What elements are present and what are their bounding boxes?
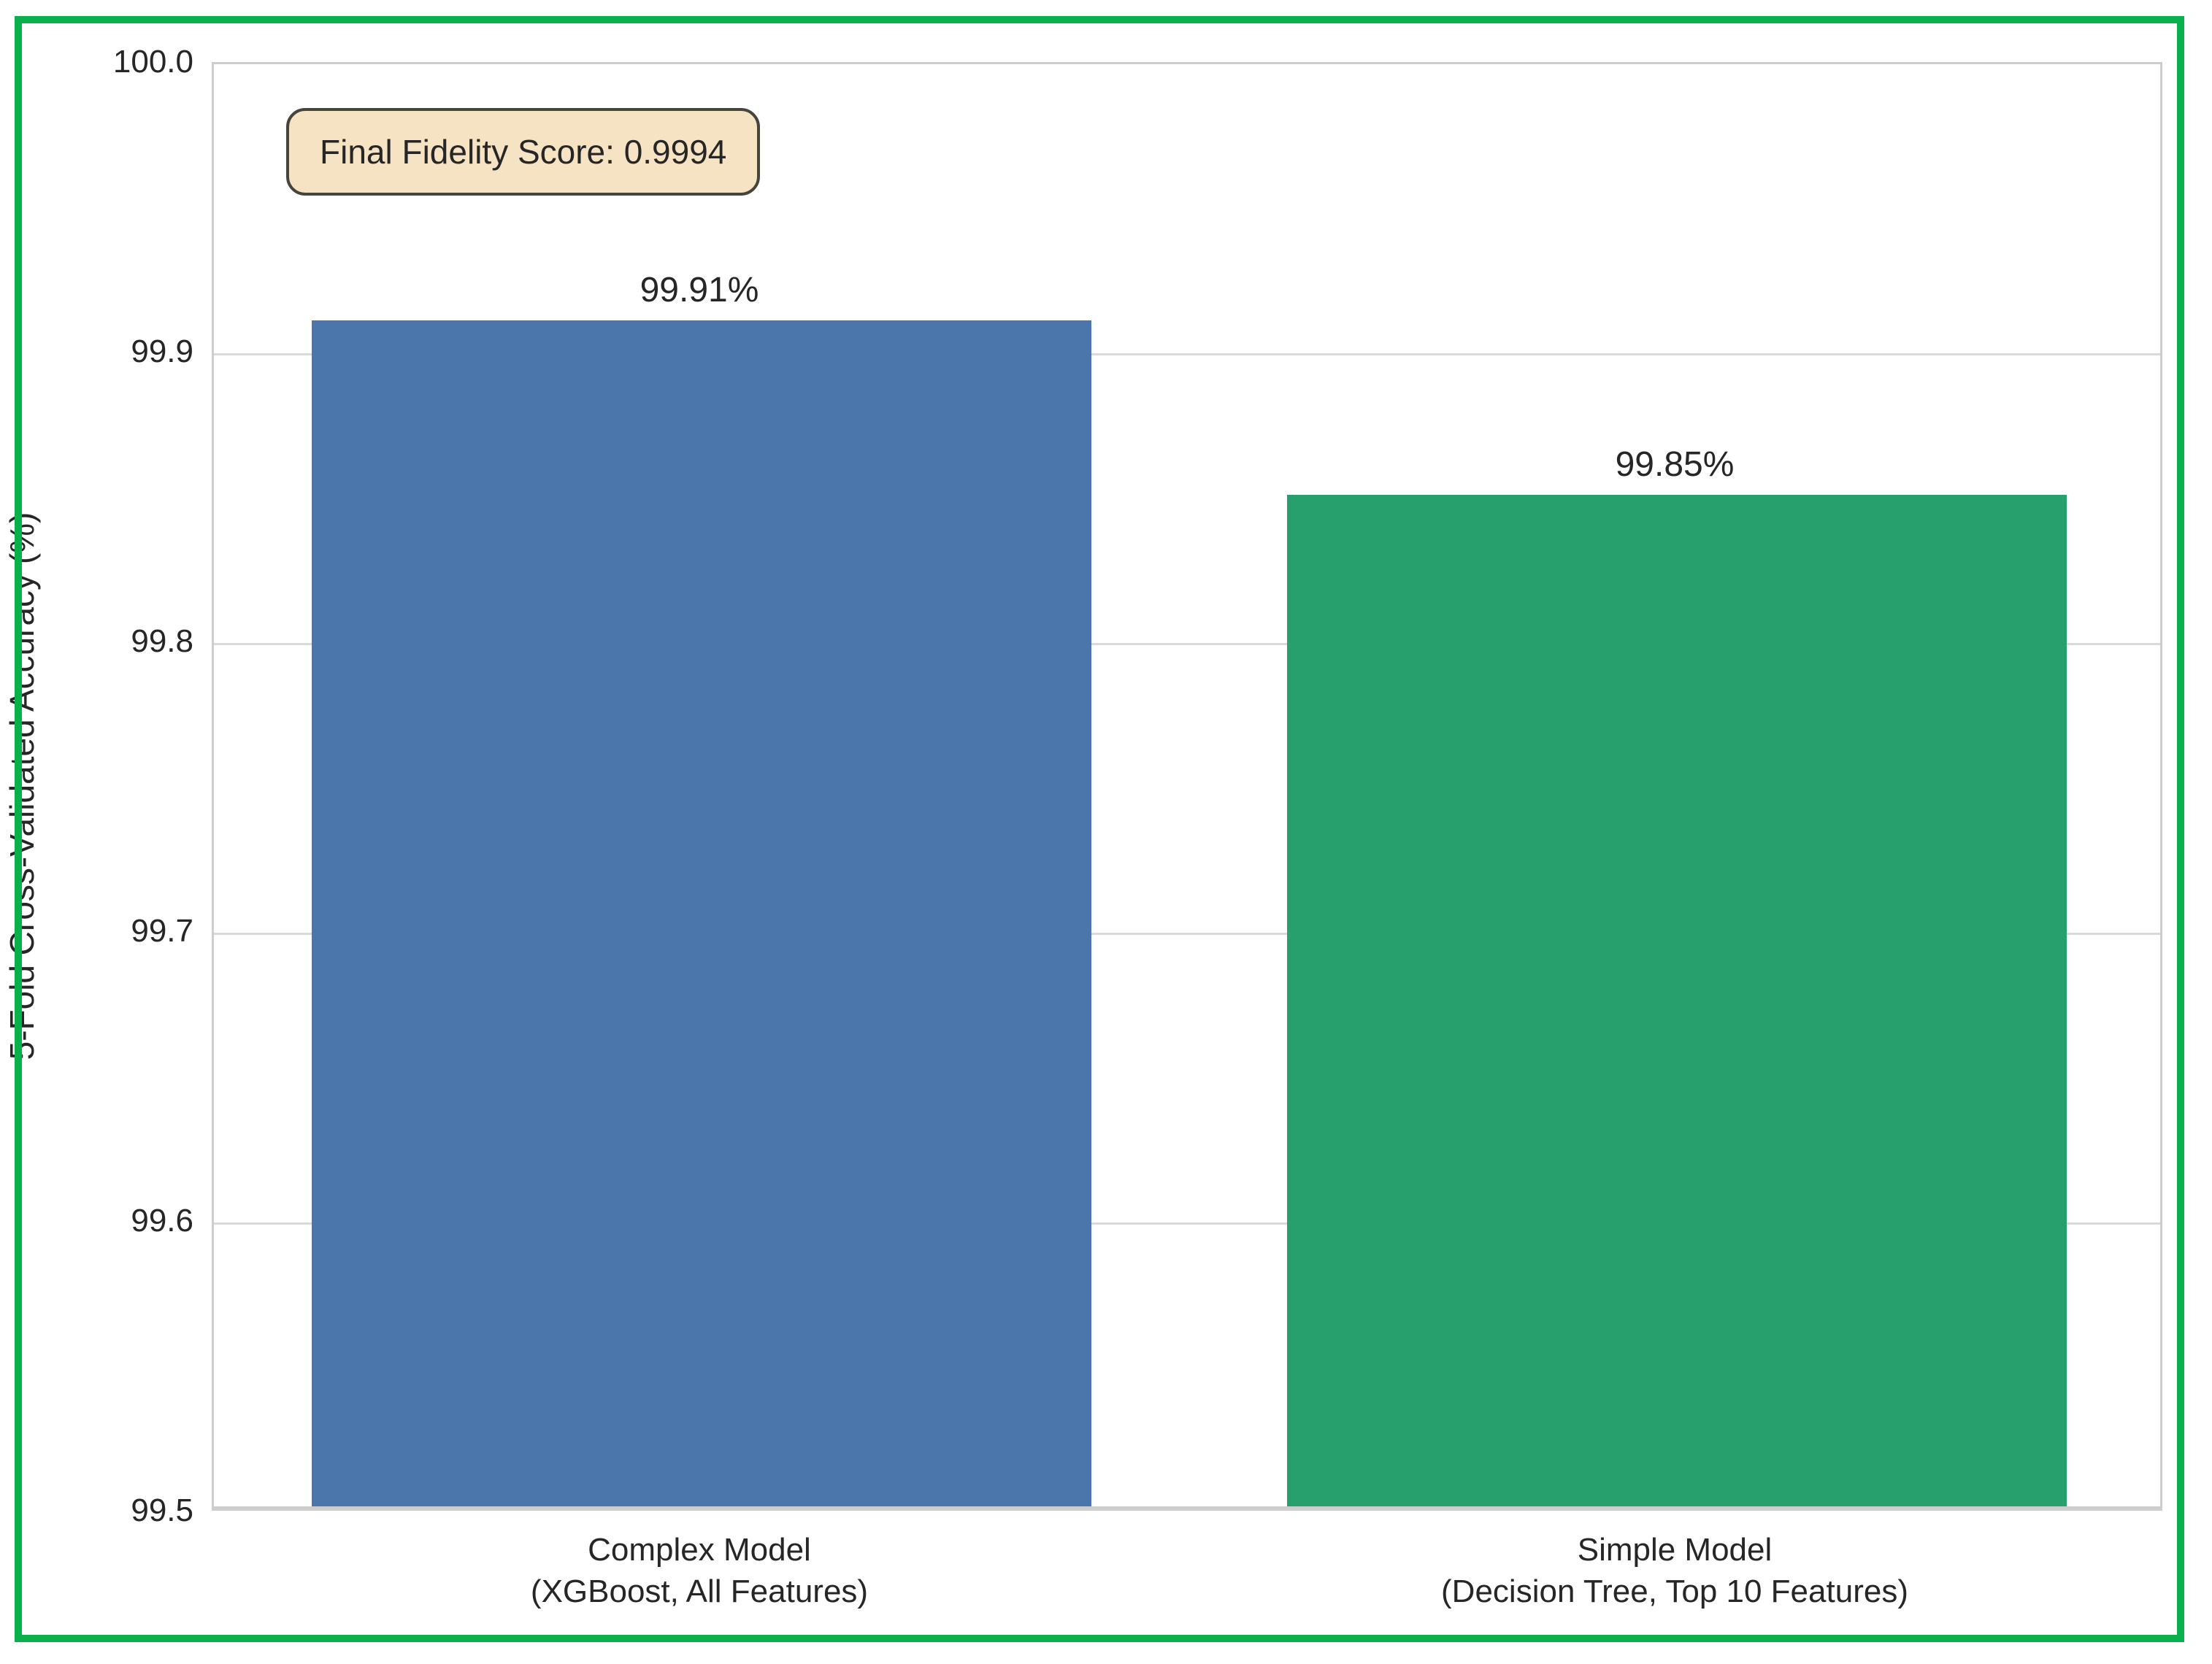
y-axis-title: 5-Fold Cross-Validated Accuracy (%) <box>3 512 41 1060</box>
y-tick-label-99.7: 99.7 <box>131 913 193 949</box>
x-axis-spine <box>214 1506 2160 1509</box>
x-tick-label-line: (Decision Tree, Top 10 Features) <box>1441 1574 1908 1609</box>
x-tick-label-1: Complex Model (XGBoost, All Features) <box>531 1529 868 1612</box>
gridline-y-99.6 <box>214 1222 2160 1225</box>
x-tick-label-line: (XGBoost, All Features) <box>530 1574 869 1609</box>
x-tick-label-line: Complex Model <box>588 1532 811 1568</box>
fidelity-score-annotation: Final Fidelity Score: 0.9994 <box>286 108 761 196</box>
bar-value-label-2: 99.85% <box>1615 444 1735 484</box>
bar-value-label-1: 99.91% <box>640 271 759 310</box>
y-tick-label-100.0: 100.0 <box>112 44 193 80</box>
gridline-y-99.7 <box>214 932 2160 935</box>
gridline-y-99.8 <box>214 642 2160 645</box>
x-tick-label-line: Simple Model <box>1577 1532 1773 1568</box>
bar-2 <box>1286 494 2067 1509</box>
y-tick-label-99.8: 99.8 <box>131 623 193 659</box>
y-tick-label-99.5: 99.5 <box>131 1492 193 1528</box>
y-tick-label-99.6: 99.6 <box>131 1203 193 1239</box>
x-tick-label-2: Simple Model (Decision Tree, Top 10 Featu… <box>1441 1529 1908 1612</box>
gridline-y-99.9 <box>214 353 2160 355</box>
bar-1 <box>311 320 1092 1509</box>
y-tick-label-99.9: 99.9 <box>131 334 193 369</box>
plot-area <box>212 62 2162 1511</box>
